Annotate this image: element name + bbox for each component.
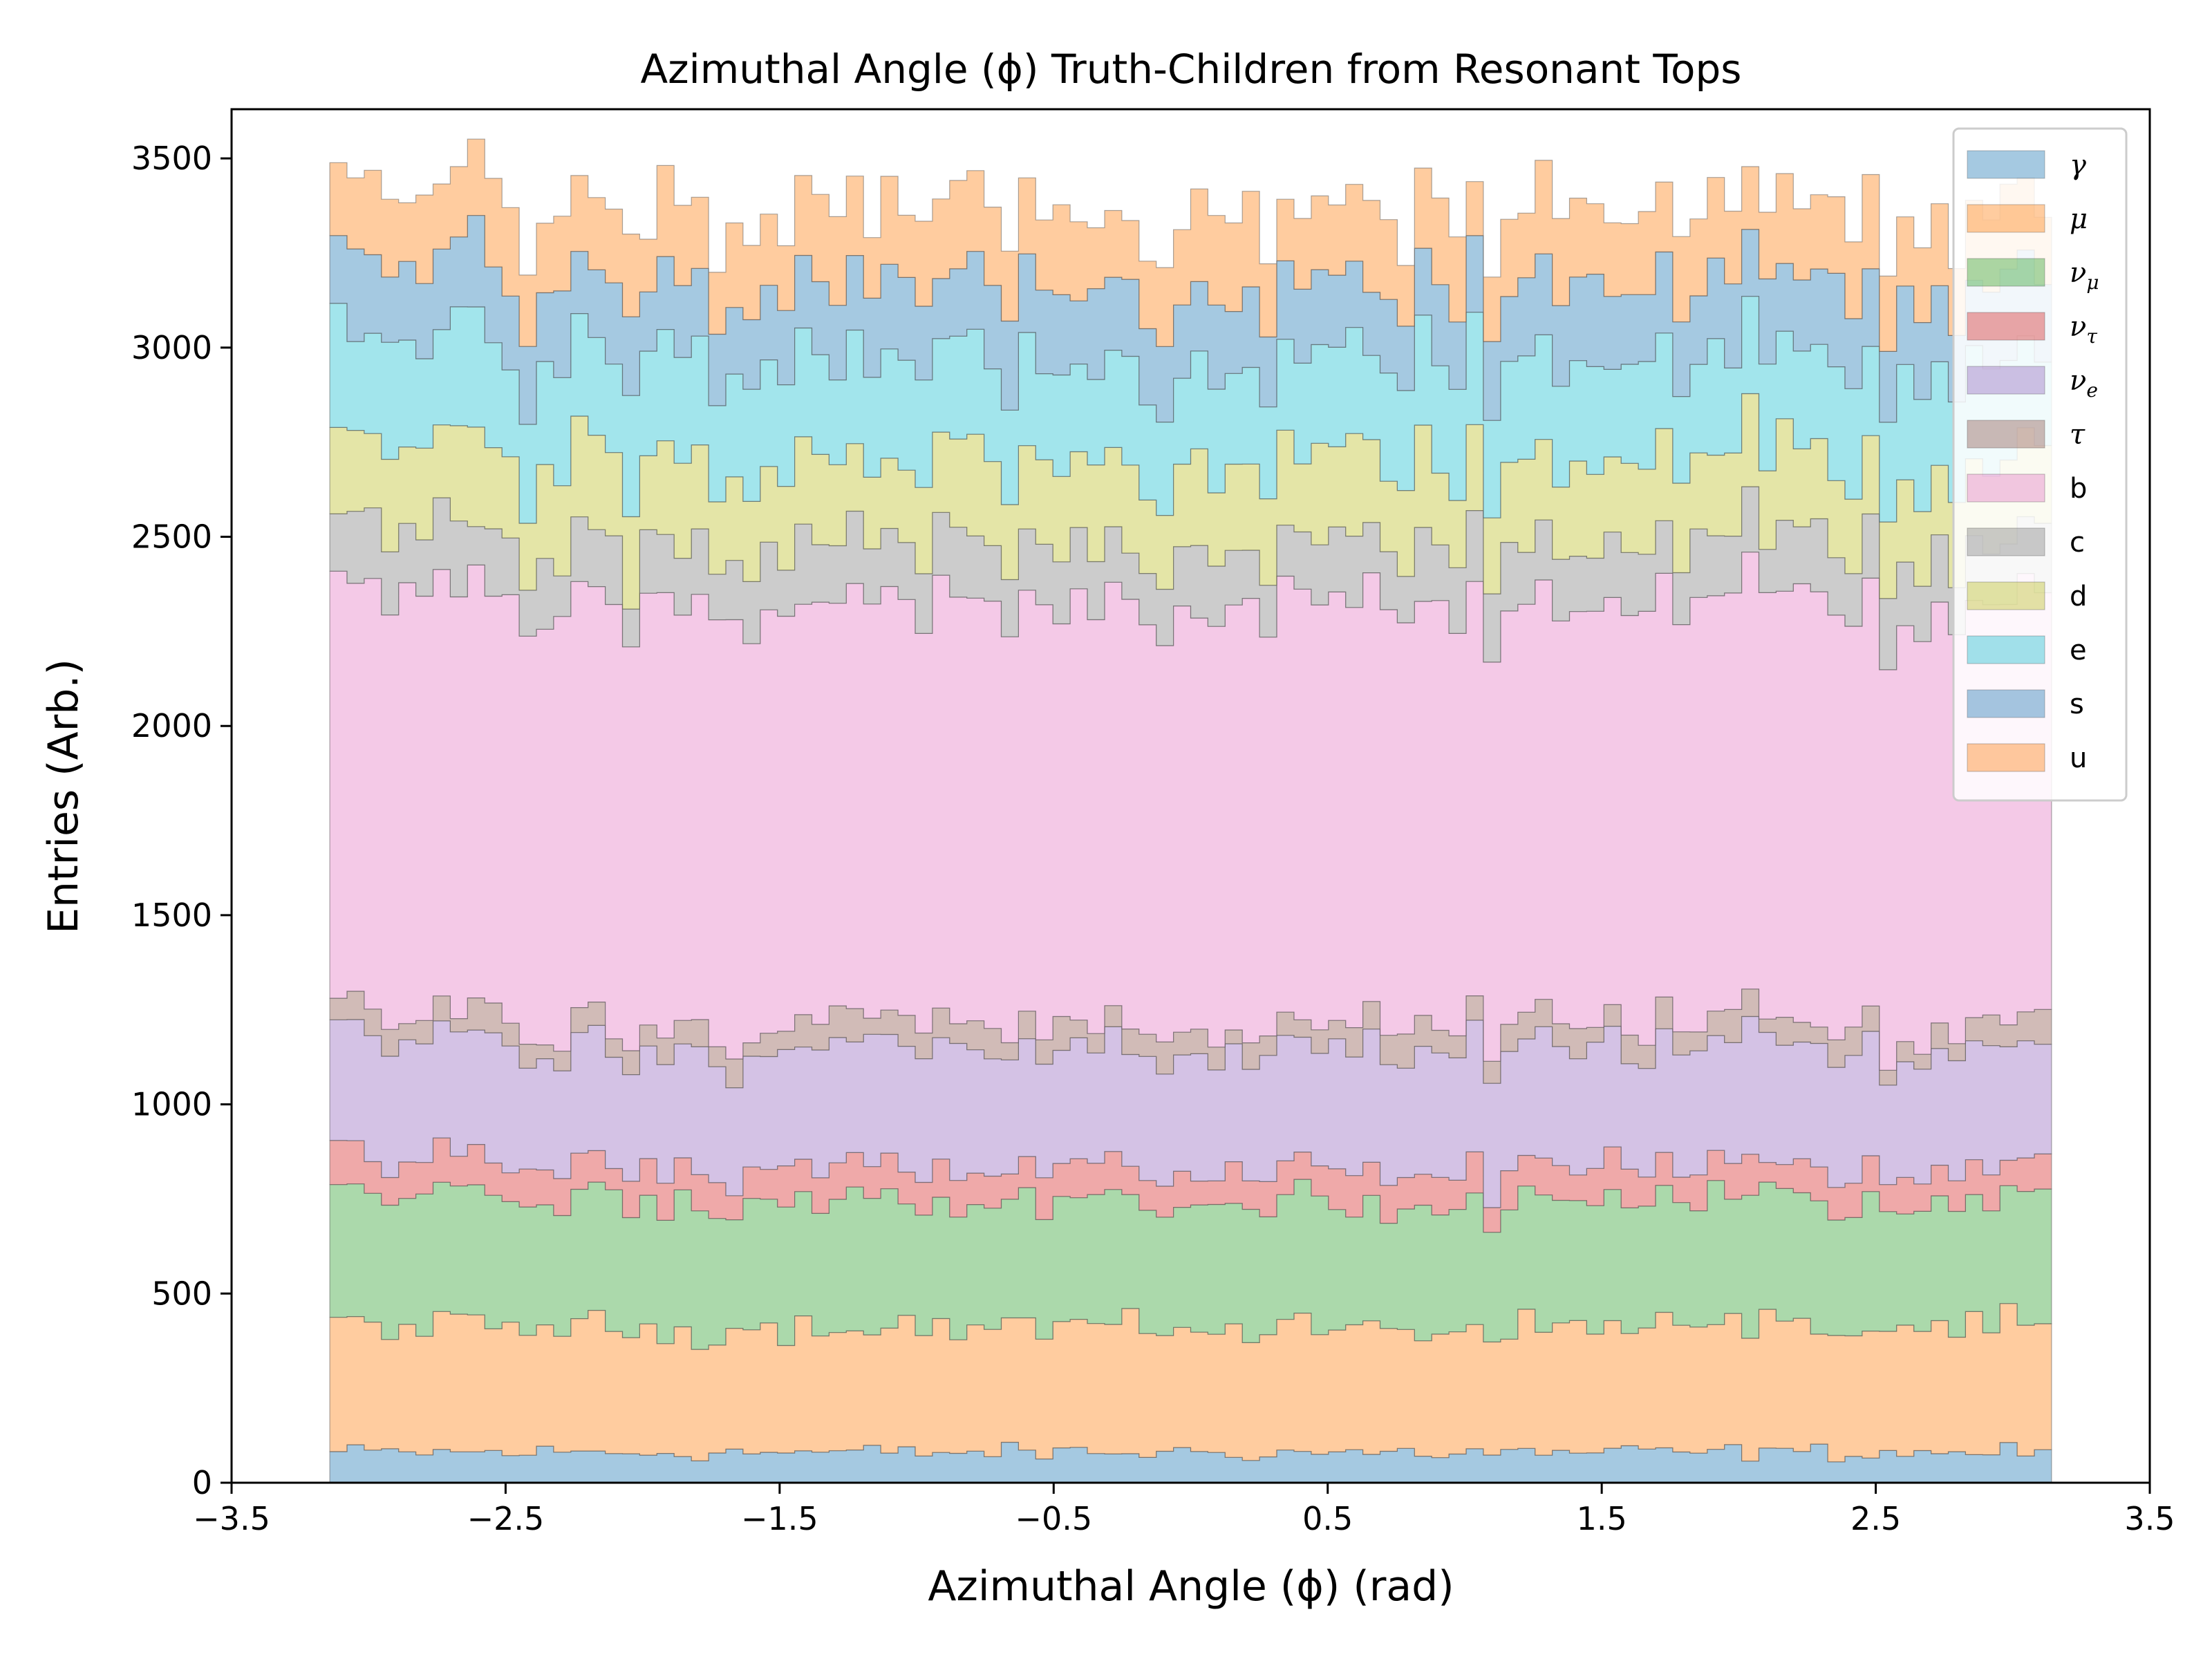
legend-label: e [2070, 635, 2087, 666]
x-tick-label: −2.5 [467, 1500, 545, 1537]
legend-swatch [1967, 474, 2045, 503]
series-area-6 [329, 552, 2052, 1071]
chart-title: Azimuthal Angle (ϕ) Truth-Children from … [640, 46, 1741, 93]
legend-label: s [2070, 688, 2084, 720]
legend-label: γ [2070, 149, 2086, 181]
y-tick-label: 500 [151, 1275, 212, 1312]
x-axis-ticks: −3.5 −2.5 −1.5 −0.5 0.5 1.5 2.5 3.5 [193, 1483, 2175, 1537]
legend-swatch [1967, 420, 2045, 449]
y-tick-label: 0 [192, 1464, 212, 1501]
legend-label: μ [2070, 203, 2088, 235]
x-tick-label: 0.5 [1302, 1500, 1353, 1537]
legend-label: c [2070, 527, 2085, 559]
legend-swatch [1967, 527, 2045, 556]
series-layer [329, 138, 2052, 1483]
x-tick-label: −1.5 [741, 1500, 818, 1537]
legend-label: νμ [2070, 257, 2099, 294]
legend-label: u [2070, 742, 2087, 774]
legend-label: d [2070, 581, 2087, 612]
x-tick-label: −3.5 [193, 1500, 270, 1537]
legend-label: τ [2070, 419, 2086, 451]
x-tick-label: 1.5 [1577, 1500, 1627, 1537]
legend-label: b [2070, 473, 2087, 505]
y-axis-ticks: 0 500 1000 1500 2000 2500 3000 3500 [131, 140, 232, 1501]
legend-swatch [1967, 743, 2045, 772]
x-tick-label: −0.5 [1015, 1500, 1092, 1537]
legend-label: νe [2070, 365, 2098, 402]
x-tick-label: 2.5 [1850, 1500, 1901, 1537]
y-tick-label: 2500 [131, 518, 212, 556]
legend-swatch [1967, 581, 2045, 610]
x-tick-label: 3.5 [2124, 1500, 2175, 1537]
y-tick-label: 3000 [131, 329, 212, 366]
legend-label: ντ [2070, 311, 2097, 348]
y-tick-label: 2000 [131, 707, 212, 744]
legend-frame [1952, 127, 2128, 802]
plot-frame [230, 108, 2151, 1484]
legend-swatch [1967, 204, 2045, 233]
y-tick-label: 3500 [131, 140, 212, 177]
y-tick-label: 1000 [131, 1086, 212, 1123]
legend-swatch [1967, 312, 2045, 341]
legend-swatch [1967, 689, 2045, 718]
legend-swatch [1967, 366, 2045, 395]
y-axis-label: Entries (Arb.) [39, 659, 88, 934]
x-axis-label: Azimuthal Angle (ϕ) (rad) [928, 1562, 1454, 1611]
legend-swatch [1967, 258, 2045, 287]
y-tick-label: 1500 [131, 897, 212, 934]
legend-swatch [1967, 150, 2045, 179]
legend-swatch [1967, 635, 2045, 664]
